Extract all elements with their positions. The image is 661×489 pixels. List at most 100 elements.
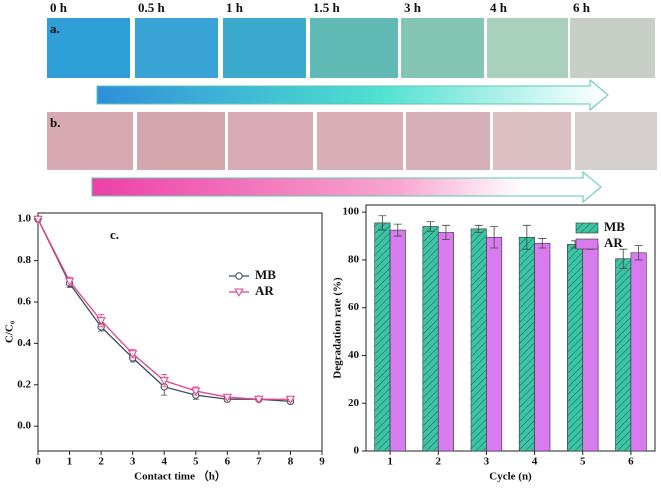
error-bar xyxy=(393,223,402,237)
y-tick-label: 0.4 xyxy=(17,337,31,349)
x-tick-label: 5 xyxy=(580,456,586,468)
x-axis-label: Contact time （h） xyxy=(134,470,226,483)
x-tick-label: 4 xyxy=(161,456,167,468)
y-tick-label: 0.0 xyxy=(17,420,31,432)
y-tick-label: 40 xyxy=(348,349,360,361)
marker xyxy=(222,393,232,403)
bar xyxy=(422,226,439,452)
line xyxy=(37,218,291,400)
photo xyxy=(575,112,657,170)
x-tick-label: 6 xyxy=(225,456,231,468)
x-tick-label: 9 xyxy=(319,456,325,468)
marker xyxy=(128,350,138,359)
error-bar xyxy=(474,224,483,233)
y-axis-label: Degradation rate (%) xyxy=(332,277,344,379)
bar xyxy=(630,252,647,452)
y-axis-label: C/C₀ xyxy=(4,320,16,343)
photo xyxy=(228,112,313,170)
time-label: 4 h xyxy=(490,0,508,15)
arrow xyxy=(96,78,609,112)
error-bar xyxy=(490,226,499,249)
x-tick-label: 0 xyxy=(35,456,41,468)
time-label: 1 h xyxy=(226,0,244,15)
photo xyxy=(487,18,568,78)
error-bar xyxy=(522,224,531,250)
time-label: 0.5 h xyxy=(138,0,166,15)
y-tick-label: 80 xyxy=(348,253,360,265)
error-bar xyxy=(441,224,450,241)
x-tick-label: 4 xyxy=(532,456,538,468)
error-bar xyxy=(619,248,628,269)
y-tick-label: 0.6 xyxy=(17,296,31,308)
panel-label: a. xyxy=(50,21,60,36)
photo xyxy=(137,112,225,170)
y-tick-label: 1.0 xyxy=(17,213,31,225)
marker xyxy=(159,377,169,386)
plot-frame xyxy=(37,212,323,452)
photo xyxy=(317,112,403,170)
bar xyxy=(470,228,487,452)
legend-label: AR xyxy=(604,235,623,250)
x-tick-label: 2 xyxy=(98,456,104,468)
marker xyxy=(96,317,106,326)
y-tick-label: 60 xyxy=(348,301,360,313)
bar xyxy=(374,222,391,452)
panel-label: c. xyxy=(110,227,119,242)
time-label: 1.5 h xyxy=(313,0,341,15)
x-tick-label: 6 xyxy=(628,456,634,468)
photo xyxy=(135,18,218,78)
marker xyxy=(191,387,201,396)
x-tick-label: 1 xyxy=(67,456,73,468)
marker xyxy=(64,277,75,287)
bar xyxy=(486,236,503,452)
bar xyxy=(582,244,599,452)
y-tick-label: 0 xyxy=(354,445,360,457)
marker xyxy=(254,395,264,405)
y-tick-label: 100 xyxy=(343,206,360,218)
error-bar xyxy=(538,238,547,249)
legend-label: MB xyxy=(255,267,276,282)
legend-label: MB xyxy=(604,219,625,234)
plot-frame xyxy=(365,204,656,452)
bar xyxy=(534,242,551,452)
photo xyxy=(223,18,306,78)
x-tick-label: 3 xyxy=(484,456,490,468)
photo xyxy=(401,18,484,78)
x-axis-label: Cycle (n) xyxy=(489,471,532,483)
photo xyxy=(406,112,490,170)
bar xyxy=(437,232,454,452)
x-tick-label: 2 xyxy=(436,456,442,468)
arrow xyxy=(91,170,602,204)
line xyxy=(37,218,291,402)
marker xyxy=(234,288,244,297)
time-label: 0 h xyxy=(50,0,68,15)
x-tick-label: 1 xyxy=(387,456,393,468)
legend-swatch xyxy=(575,238,599,250)
y-tick-label: 0.8 xyxy=(17,254,31,266)
legend-swatch xyxy=(575,222,599,234)
bar xyxy=(518,236,535,452)
y-tick-label: 20 xyxy=(348,397,360,409)
legend-label: AR xyxy=(255,283,274,298)
bar xyxy=(615,258,632,452)
x-tick-label: 5 xyxy=(193,456,199,468)
marker xyxy=(33,215,43,225)
photo xyxy=(310,18,398,78)
photo xyxy=(47,112,133,170)
error-bar xyxy=(426,221,435,232)
time-label: 3 h xyxy=(404,0,422,15)
bar xyxy=(389,229,406,452)
x-tick-label: 3 xyxy=(130,456,136,468)
photo xyxy=(47,18,130,78)
error-bar xyxy=(378,215,387,231)
x-tick-label: 7 xyxy=(256,456,262,468)
panel-label: b. xyxy=(50,115,60,130)
photo xyxy=(493,112,571,170)
marker xyxy=(235,272,243,280)
error-bar xyxy=(634,245,643,261)
x-tick-label: 8 xyxy=(288,456,294,468)
time-label: 6 h xyxy=(573,0,591,15)
marker xyxy=(285,395,296,405)
photo xyxy=(570,18,655,78)
